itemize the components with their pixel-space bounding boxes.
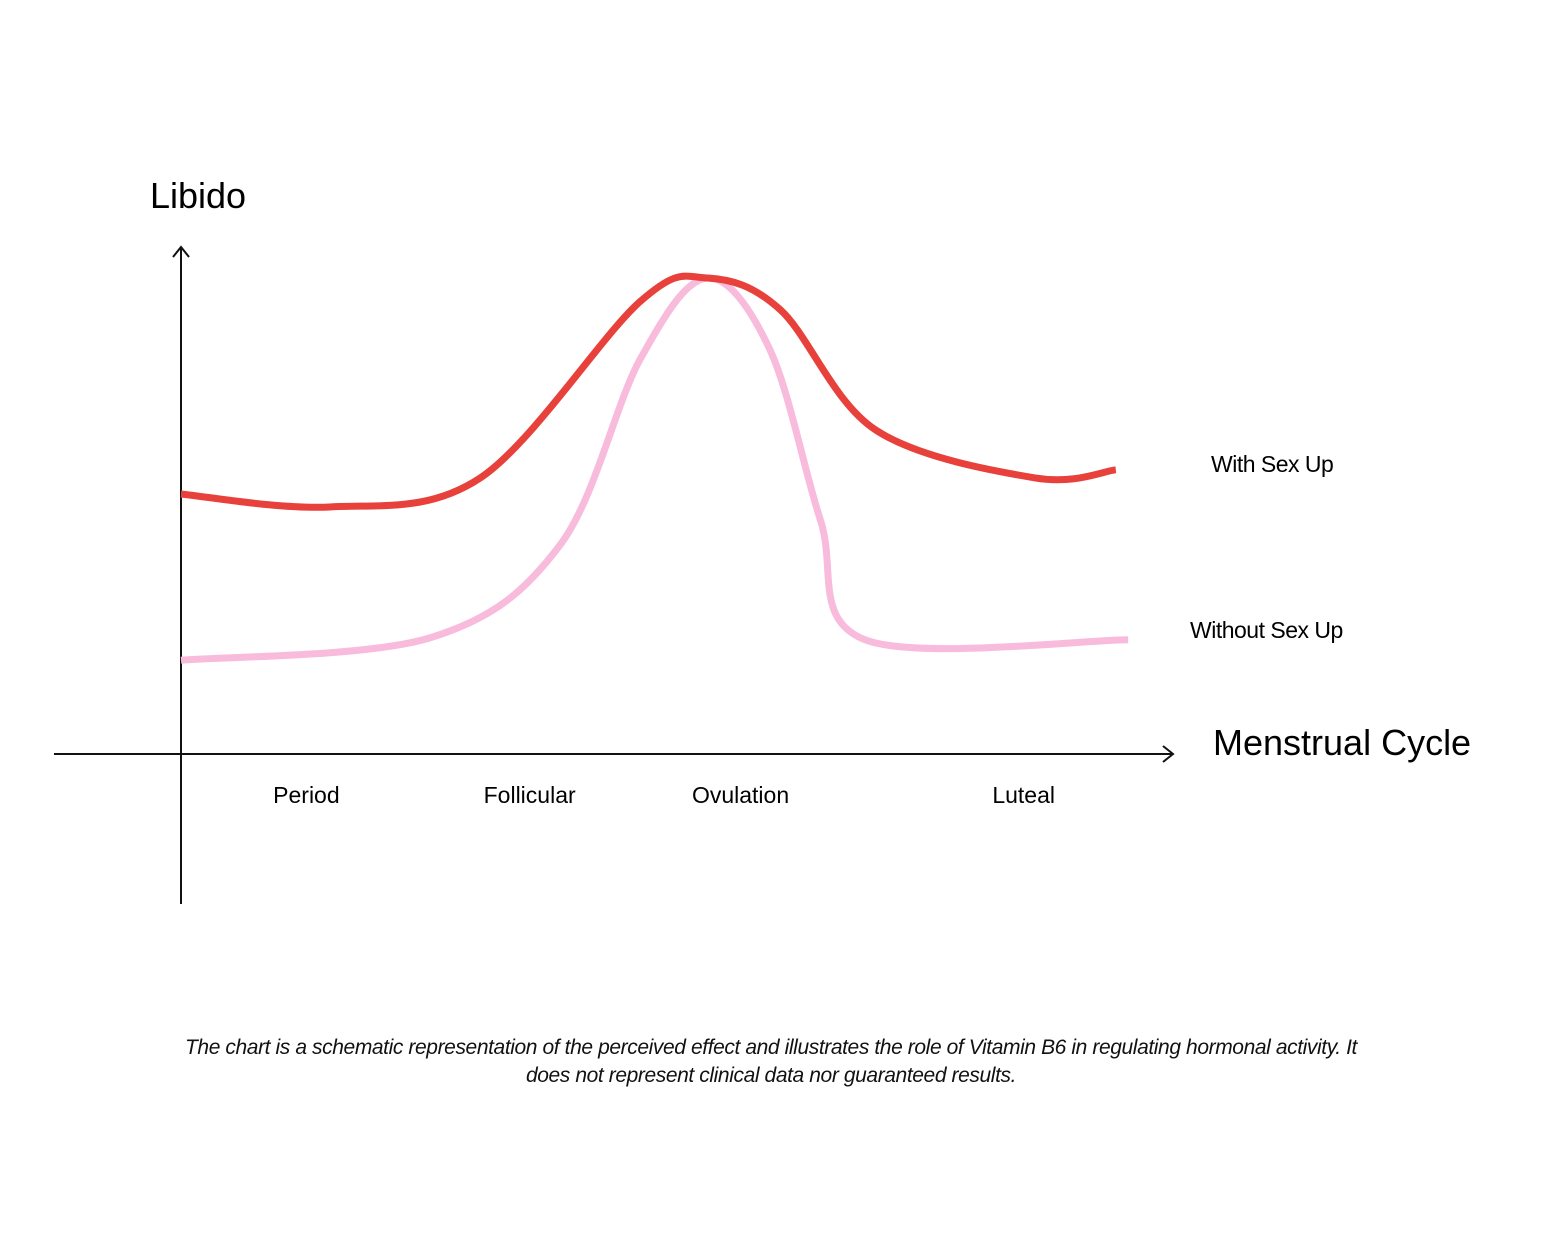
- series-label: Without Sex Up: [1190, 617, 1343, 643]
- x-tick-label: Ovulation: [692, 782, 789, 808]
- series-label: With Sex Up: [1211, 451, 1333, 477]
- chart-caption: The chart is a schematic representation …: [185, 1036, 1357, 1087]
- x-axis-arrow: [1162, 745, 1175, 763]
- x-axis-label: Menstrual Cycle: [1213, 722, 1471, 763]
- x-tick-label: Period: [273, 782, 339, 808]
- x-tick-label: Follicular: [484, 782, 576, 808]
- axes: Libido Menstrual Cycle: [54, 175, 1471, 904]
- y-axis-label: Libido: [150, 175, 246, 216]
- x-tick-label: Luteal: [992, 782, 1055, 808]
- series-line-with-sex-up: [180, 272, 1117, 511]
- y-axis-arrow: [172, 245, 190, 258]
